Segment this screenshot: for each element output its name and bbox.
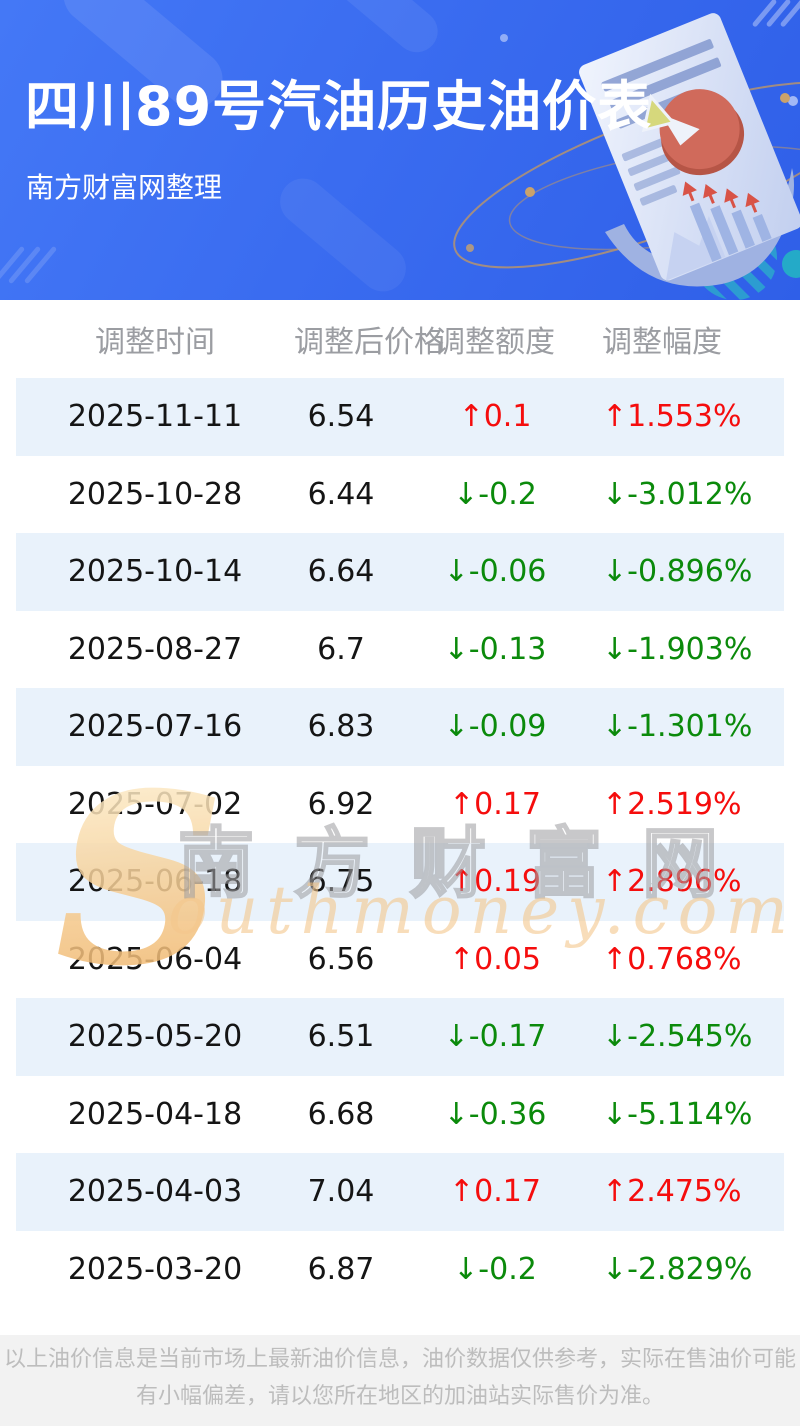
- cell-price: 6.56: [307, 941, 375, 977]
- cell-percent: ↓-2.829%: [602, 1251, 753, 1287]
- orbit-bead: [525, 187, 535, 197]
- document-illustration: [453, 13, 800, 300]
- paper-sheet: [579, 13, 800, 287]
- teal-dot: [782, 250, 800, 278]
- cell-percent: ↑1.553%: [602, 399, 742, 435]
- cell-change: ↑0.05: [449, 941, 541, 977]
- cell-percent: ↓-5.114%: [602, 1096, 753, 1132]
- cell-date: 2025-04-03: [67, 1174, 243, 1210]
- decor-pill: [319, 0, 447, 61]
- table-row: 2025-07-02 6.92 ↑0.17 ↑2.519%: [16, 766, 784, 844]
- cell-change: ↑0.1: [458, 399, 532, 435]
- cell-change: ↓-0.17: [443, 1019, 547, 1055]
- up-arrows: [682, 181, 760, 213]
- cell-price: 6.51: [307, 1019, 375, 1055]
- table-row: 2025-08-27 6.7 ↓-0.13 ↓-1.903%: [16, 611, 784, 689]
- disclaimer: 以上油价信息是当前市场上最新油价信息，油价数据仅供参考，实际在售油价可能 有小幅…: [0, 1335, 800, 1426]
- cell-change: ↓-0.36: [443, 1096, 547, 1132]
- table-row: 2025-03-20 6.87 ↓-0.2 ↓-2.829%: [16, 1231, 784, 1309]
- cell-date: 2025-06-04: [67, 941, 243, 977]
- table-row: 2025-07-16 6.83 ↓-0.09 ↓-1.301%: [16, 688, 784, 766]
- cell-date: 2025-08-27: [67, 631, 243, 667]
- cell-date: 2025-10-28: [67, 476, 243, 512]
- bar-chart-icon: [665, 181, 772, 281]
- table-row: 2025-06-04 6.56 ↑0.05 ↑0.768%: [16, 921, 784, 999]
- page-subtitle: 南方财富网整理: [26, 171, 223, 204]
- cell-price: 6.64: [307, 554, 375, 590]
- orbit-bead: [780, 93, 790, 103]
- text-lines: [601, 39, 722, 206]
- decor-dot: [788, 96, 798, 106]
- cell-date: 2025-11-11: [67, 399, 243, 435]
- cell-price: 6.44: [307, 476, 375, 512]
- cell-date: 2025-07-16: [67, 709, 243, 745]
- col-header-price: 调整后价格: [294, 325, 444, 360]
- table-row: 2025-04-18 6.68 ↓-0.36 ↓-5.114%: [16, 1076, 784, 1154]
- cell-percent: ↓-1.903%: [602, 631, 753, 667]
- table-row: 2025-06-18 6.75 ↑0.19 ↑2.896%: [16, 843, 784, 921]
- cell-change: ↓-0.2: [453, 476, 537, 512]
- table-header-row: 调整时间 调整后价格 调整额度 调整幅度: [16, 300, 784, 378]
- cell-price: 6.92: [307, 786, 375, 822]
- cell-percent: ↓-0.896%: [602, 554, 753, 590]
- cell-date: 2025-06-18: [67, 864, 243, 900]
- cell-change: ↓-0.09: [443, 709, 547, 745]
- disclaimer-line-2: 有小幅偏差，请以您所在地区的加油站实际售价为准。: [135, 1384, 664, 1409]
- cell-change: ↓-0.06: [443, 554, 547, 590]
- cell-percent: ↓-2.545%: [602, 1019, 753, 1055]
- cell-date: 2025-10-14: [67, 554, 243, 590]
- col-header-date: 调整时间: [95, 325, 215, 360]
- table-row: 2025-05-20 6.51 ↓-0.17 ↓-2.545%: [16, 998, 784, 1076]
- cell-percent: ↑2.475%: [602, 1174, 742, 1210]
- table-row: 2025-11-11 6.54 ↑0.1 ↑1.553%: [16, 378, 784, 456]
- cell-date: 2025-05-20: [67, 1019, 243, 1055]
- cell-date: 2025-03-20: [67, 1251, 243, 1287]
- col-header-change: 调整额度: [435, 325, 555, 360]
- disclaimer-line-1: 以上油价信息是当前市场上最新油价信息，油价数据仅供参考，实际在售油价可能: [3, 1347, 796, 1372]
- cell-change: ↓-0.2: [453, 1251, 537, 1287]
- cell-percent: ↓-1.301%: [602, 709, 753, 745]
- cell-percent: ↑0.768%: [602, 941, 742, 977]
- cell-price: 7.04: [307, 1174, 375, 1210]
- cell-change: ↓-0.13: [443, 631, 547, 667]
- cell-price: 6.54: [307, 399, 375, 435]
- table-body: 2025-11-11 6.54 ↑0.1 ↑1.553% 2025-10-28 …: [0, 378, 800, 1308]
- table-row: 2025-10-14 6.64 ↓-0.06 ↓-0.896%: [16, 533, 784, 611]
- cell-price: 6.68: [307, 1096, 375, 1132]
- decor-dot: [500, 34, 508, 42]
- cell-change: ↑0.19: [449, 864, 541, 900]
- orbit-bead: [466, 244, 474, 252]
- cell-price: 6.87: [307, 1251, 375, 1287]
- cell-date: 2025-07-02: [67, 786, 243, 822]
- page-title: 四川89号汽油历史油价表: [25, 75, 653, 138]
- cell-change: ↑0.17: [449, 1174, 541, 1210]
- decor-pill: [270, 169, 416, 300]
- cell-percent: ↓-3.012%: [602, 476, 753, 512]
- table-row: 2025-04-03 7.04 ↑0.17 ↑2.475%: [16, 1153, 784, 1231]
- cell-date: 2025-04-18: [67, 1096, 243, 1132]
- cell-price: 6.75: [307, 864, 375, 900]
- col-header-percent: 调整幅度: [602, 325, 722, 360]
- hero-banner: 四川89号汽油历史油价表 南方财富网整理: [0, 0, 800, 300]
- cell-change: ↑0.17: [449, 786, 541, 822]
- pie-chart-icon: [641, 89, 745, 176]
- cell-percent: ↑2.519%: [602, 786, 742, 822]
- cell-percent: ↑2.896%: [602, 864, 742, 900]
- price-table: 调整时间 调整后价格 调整额度 调整幅度 2025-11-11 6.54 ↑0.…: [0, 300, 800, 1308]
- cell-price: 6.83: [307, 709, 375, 745]
- table-row: 2025-10-28 6.44 ↓-0.2 ↓-3.012%: [16, 456, 784, 534]
- cell-price: 6.7: [317, 631, 365, 667]
